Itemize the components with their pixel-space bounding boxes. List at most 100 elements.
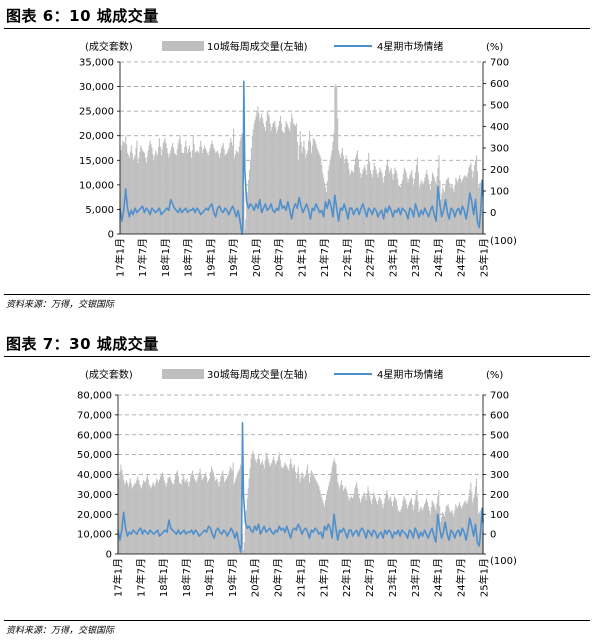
bar — [462, 177, 464, 234]
left-tick-label: 15,000 — [79, 156, 114, 167]
bar — [239, 468, 241, 554]
bar — [294, 125, 297, 234]
bar — [428, 179, 430, 234]
bar — [370, 173, 372, 234]
x-tick-label: 19年1月 — [204, 238, 217, 277]
bar — [172, 143, 174, 234]
bar — [301, 472, 303, 554]
bar — [270, 130, 272, 234]
bar — [156, 478, 158, 554]
bar — [243, 192, 245, 234]
bar — [222, 470, 224, 554]
bar — [460, 178, 462, 234]
bar — [197, 151, 199, 234]
x-tick-label: 25年1月 — [477, 238, 490, 277]
bar — [227, 150, 229, 234]
bar — [465, 502, 467, 554]
bar — [425, 498, 428, 554]
right-tick-label: 400 — [490, 450, 509, 461]
bar — [350, 172, 352, 234]
bar — [131, 152, 133, 234]
bar — [121, 145, 123, 234]
bar — [184, 482, 186, 554]
x-tick-label: 20年7月 — [273, 238, 286, 277]
bar — [342, 490, 345, 554]
bar — [229, 143, 231, 234]
bar — [365, 500, 367, 554]
bar — [172, 483, 174, 554]
bar — [362, 494, 364, 555]
bar — [136, 479, 138, 554]
legend-bar-label: 30城每周成交量(左轴) — [207, 368, 308, 381]
bar — [242, 550, 245, 554]
x-tick-label: 21年1月 — [294, 558, 307, 597]
bar — [304, 149, 306, 234]
bar — [298, 474, 300, 554]
bar — [396, 172, 398, 234]
bar — [126, 483, 129, 554]
bar — [278, 120, 281, 234]
bar — [153, 484, 155, 554]
bar — [279, 459, 281, 554]
bar — [167, 152, 169, 234]
bar — [158, 482, 160, 554]
bar — [366, 175, 368, 234]
bar — [305, 157, 307, 234]
bar — [278, 452, 280, 554]
bar — [425, 501, 427, 554]
bar — [481, 530, 483, 554]
bar — [411, 170, 413, 234]
bar — [469, 165, 471, 234]
bar — [180, 144, 182, 234]
bar — [174, 154, 176, 234]
bar — [241, 133, 243, 234]
bar — [149, 140, 151, 234]
bar — [261, 460, 263, 554]
bar — [176, 470, 179, 554]
left-tick-label: 50,000 — [77, 450, 112, 461]
bar — [314, 140, 316, 234]
bar — [311, 145, 313, 234]
bar — [372, 170, 374, 234]
bar — [193, 144, 195, 234]
bar — [440, 199, 442, 234]
bar — [319, 155, 321, 234]
bar — [195, 151, 197, 234]
bar — [155, 482, 157, 554]
bar — [353, 172, 355, 234]
bar — [262, 464, 264, 554]
bar — [347, 162, 349, 234]
bar — [247, 488, 249, 554]
bar — [196, 479, 198, 554]
bar — [475, 155, 478, 234]
bar — [141, 488, 143, 554]
right-tick-label: 700 — [490, 58, 509, 69]
bar — [369, 496, 371, 554]
bar — [186, 146, 188, 234]
bar — [240, 464, 242, 554]
bar — [167, 478, 169, 554]
bar — [329, 160, 331, 234]
bar — [213, 148, 215, 234]
right-axis-unit: (%) — [486, 42, 503, 53]
bar — [470, 482, 472, 554]
bar — [302, 146, 304, 234]
bar — [378, 172, 380, 234]
bar — [201, 146, 203, 234]
bar — [144, 482, 146, 554]
bar — [360, 177, 362, 234]
bar — [159, 476, 162, 554]
bar — [249, 468, 251, 554]
bar — [174, 479, 176, 554]
bar — [291, 113, 293, 234]
bar — [381, 504, 383, 554]
bar — [132, 160, 134, 234]
bar — [408, 502, 411, 554]
bar — [316, 148, 318, 234]
bar — [291, 463, 293, 554]
bar — [171, 482, 173, 554]
bar — [224, 155, 226, 234]
bar — [123, 141, 125, 234]
bar — [246, 204, 248, 234]
bar — [192, 470, 194, 554]
